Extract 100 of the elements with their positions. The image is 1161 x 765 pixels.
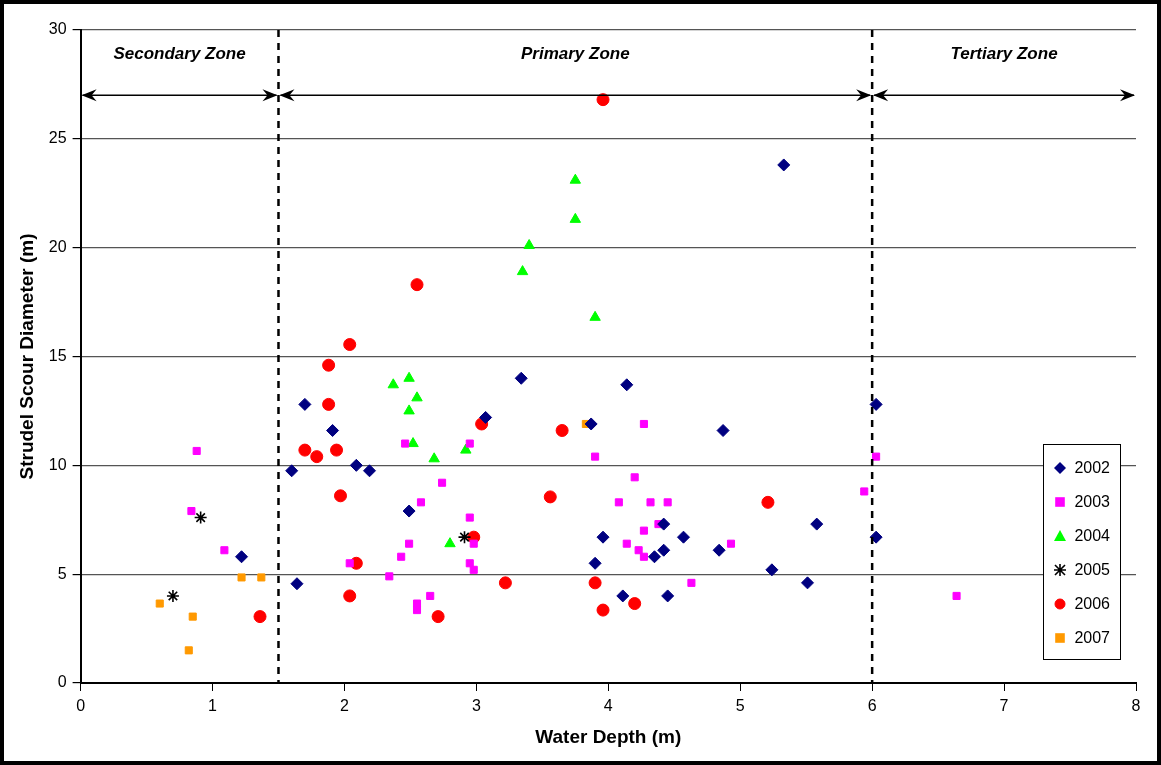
point [589, 310, 601, 321]
y-tick-label: 15 [48, 346, 67, 364]
point [569, 212, 582, 223]
point [438, 478, 447, 487]
x-tick-label: 3 [471, 697, 481, 715]
point [726, 539, 736, 548]
point [869, 530, 883, 544]
point [330, 443, 344, 457]
point [298, 397, 312, 411]
point [647, 550, 661, 564]
point [349, 458, 363, 472]
point [290, 577, 304, 591]
point [333, 489, 347, 503]
point [584, 417, 598, 431]
point [416, 498, 425, 507]
point [426, 591, 435, 600]
point [387, 378, 399, 389]
point [661, 589, 675, 603]
x-tick-label: 2 [339, 697, 349, 715]
point [220, 546, 229, 555]
point [716, 424, 730, 438]
point [428, 452, 440, 463]
y-tick-label: 30 [48, 20, 67, 38]
point [596, 93, 610, 107]
point [765, 563, 779, 577]
point [952, 591, 961, 600]
point [596, 530, 610, 544]
legend-label: 2003 [1074, 493, 1110, 511]
point [687, 578, 696, 587]
point [810, 517, 824, 531]
point [588, 556, 602, 570]
point [253, 610, 267, 624]
point [591, 452, 600, 461]
point [872, 452, 881, 461]
point [285, 464, 299, 478]
point [614, 498, 623, 507]
point [569, 173, 582, 184]
point [630, 473, 639, 482]
point [187, 507, 196, 516]
point [431, 610, 445, 624]
point [516, 265, 529, 276]
point [469, 539, 478, 548]
point [343, 338, 357, 352]
point [343, 589, 357, 603]
point [444, 537, 456, 548]
point [298, 443, 312, 457]
point [479, 410, 493, 424]
point [677, 530, 690, 544]
point [465, 513, 474, 522]
point [777, 158, 791, 172]
point [634, 546, 643, 555]
point [363, 464, 377, 478]
point [257, 573, 266, 582]
point [657, 517, 671, 531]
point [465, 439, 474, 448]
point [514, 371, 528, 385]
point [401, 439, 410, 448]
point [412, 606, 422, 615]
point [498, 576, 512, 590]
point [411, 391, 423, 402]
point [543, 490, 557, 504]
point [193, 510, 208, 525]
point [712, 543, 726, 557]
y-tick-label: 0 [57, 673, 67, 691]
point [616, 589, 630, 603]
point [801, 576, 815, 590]
x-tick-label: 1 [208, 697, 218, 715]
legend-label: 2004 [1074, 527, 1110, 545]
point [397, 552, 406, 561]
point [622, 539, 631, 548]
legend-label: 2002 [1074, 459, 1110, 477]
point [402, 504, 416, 518]
point [860, 487, 869, 496]
annotation: Secondary Zone [113, 44, 246, 63]
y-tick-label: 25 [48, 129, 67, 147]
point [620, 378, 634, 392]
point [588, 576, 602, 590]
point [523, 238, 535, 249]
x-tick-label: 6 [867, 697, 877, 715]
annotation: Primary Zone [520, 44, 630, 63]
y-tick-label: 5 [57, 564, 67, 582]
x-axis-title: Water Depth (m) [535, 725, 682, 747]
point [326, 424, 340, 438]
point [663, 498, 672, 507]
point [385, 572, 394, 581]
point [407, 437, 419, 448]
point [192, 446, 201, 455]
x-tick-label: 8 [1131, 697, 1141, 715]
point [869, 397, 883, 411]
legend-label: 2006 [1074, 595, 1110, 613]
point [639, 419, 648, 429]
annotation: Tertiary Zone [950, 44, 1058, 63]
point [639, 526, 648, 535]
point [405, 539, 414, 548]
point [322, 358, 336, 372]
point [628, 597, 642, 611]
point [457, 530, 472, 544]
point [310, 450, 324, 464]
x-tick-label: 0 [76, 697, 86, 715]
point [166, 589, 180, 603]
